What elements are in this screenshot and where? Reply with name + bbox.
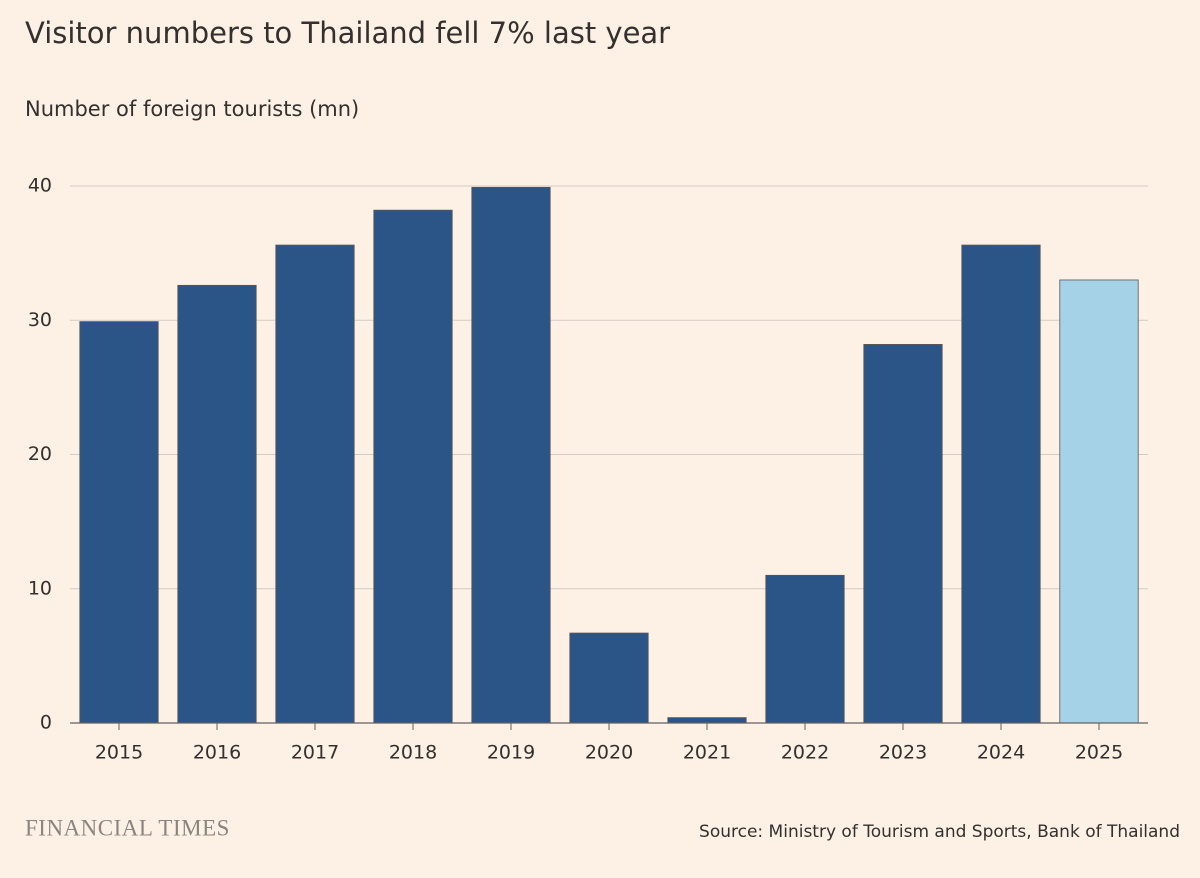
y-tick-label: 0 [40, 712, 52, 734]
x-tick-label: 2024 [977, 742, 1025, 764]
bar [275, 244, 355, 724]
x-tick-label: 2017 [291, 742, 339, 764]
y-tick-label: 30 [28, 309, 52, 331]
source: Source: Ministry of Tourism and Sports, … [699, 822, 1180, 842]
y-tick-label: 40 [28, 175, 52, 197]
bar [1059, 279, 1139, 724]
chart-title: Visitor numbers to Thailand fell 7% last… [25, 16, 670, 50]
x-tick-label: 2025 [1075, 742, 1123, 764]
logo: FINANCIAL TIMES [25, 815, 230, 840]
y-tick-label: 20 [28, 443, 52, 465]
x-tick-label: 2020 [585, 742, 633, 764]
x-tick-label: 2016 [193, 742, 241, 764]
bar [863, 344, 943, 724]
bar [765, 574, 845, 724]
bar [373, 209, 453, 724]
x-tick-label: 2018 [389, 742, 437, 764]
bar [79, 321, 159, 724]
chart-subtitle: Number of foreign tourists (mn) [25, 97, 359, 121]
bar [569, 632, 649, 724]
bar [471, 186, 551, 724]
bar [667, 717, 747, 724]
x-tick-label: 2015 [95, 742, 143, 764]
y-tick-label: 10 [28, 577, 52, 599]
x-tick-label: 2022 [781, 742, 829, 764]
x-tick-label: 2023 [879, 742, 927, 764]
bar [961, 244, 1041, 724]
bar [177, 284, 257, 724]
x-tick-label: 2019 [487, 742, 535, 764]
x-tick-label: 2021 [683, 742, 731, 764]
